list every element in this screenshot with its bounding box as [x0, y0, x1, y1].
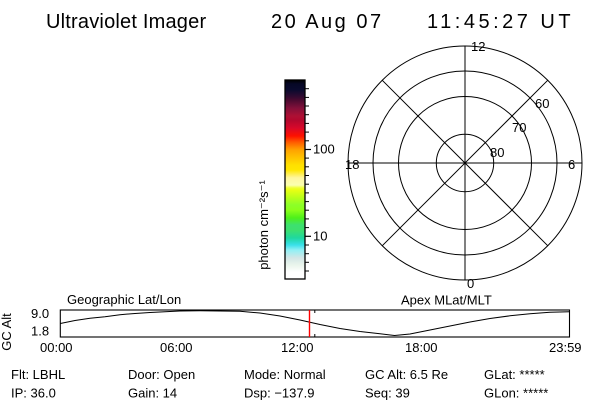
svg-text:photon cm⁻²s⁻¹: photon cm⁻²s⁻¹	[256, 180, 271, 270]
svg-text:1.8: 1.8	[31, 324, 49, 339]
svg-text:10: 10	[313, 228, 327, 243]
svg-text:12:00: 12:00	[281, 340, 314, 355]
svg-text:20 Aug 07: 20 Aug 07	[271, 11, 384, 33]
svg-text:18:00: 18:00	[405, 340, 438, 355]
svg-text:6: 6	[568, 157, 575, 172]
svg-text:Flt: LBHL: Flt: LBHL	[11, 367, 65, 382]
svg-text:18: 18	[345, 157, 359, 172]
svg-text:80: 80	[490, 145, 504, 160]
svg-text:Dsp: −137.9: Dsp: −137.9	[244, 386, 314, 400]
svg-text:23:59: 23:59	[549, 340, 582, 355]
svg-text:70: 70	[512, 120, 526, 135]
svg-text:Geographic Lat/Lon: Geographic Lat/Lon	[67, 292, 181, 307]
svg-text:GLat: *****: GLat: *****	[484, 367, 545, 382]
svg-text:Gain: 14: Gain: 14	[128, 386, 177, 400]
svg-text:GC Alt: 6.5 Re: GC Alt: 6.5 Re	[365, 367, 448, 382]
svg-text:GC Alt: GC Alt	[0, 313, 14, 351]
svg-text:Mode: Normal: Mode: Normal	[244, 367, 326, 382]
svg-text:Apex MLat/MLT: Apex MLat/MLT	[401, 293, 492, 308]
svg-text:GLon: *****: GLon: *****	[484, 386, 548, 400]
svg-text:Ultraviolet Imager: Ultraviolet Imager	[46, 11, 206, 33]
svg-text:9.0: 9.0	[31, 306, 49, 321]
svg-text:Door: Open: Door: Open	[128, 367, 195, 382]
svg-text:Seq: 39: Seq: 39	[365, 386, 410, 400]
svg-text:00:00: 00:00	[40, 340, 73, 355]
svg-text:06:00: 06:00	[160, 340, 193, 355]
svg-text:12: 12	[471, 39, 485, 54]
svg-text:0: 0	[467, 276, 474, 291]
svg-text:100: 100	[313, 142, 335, 157]
svg-text:11:45:27 UT: 11:45:27 UT	[427, 11, 574, 33]
svg-text:60: 60	[535, 96, 549, 111]
svg-text:IP: 36.0: IP: 36.0	[11, 386, 56, 400]
